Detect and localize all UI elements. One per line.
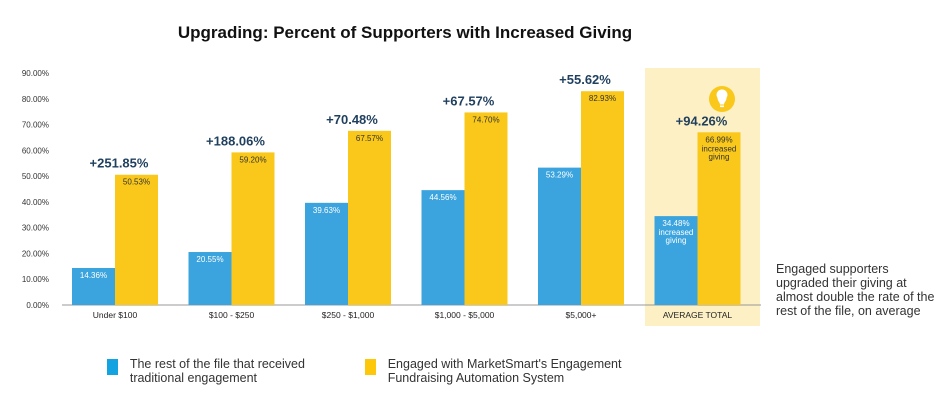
legend-swatch-yellow — [365, 359, 376, 375]
data-label-engaged: 74.70% — [472, 115, 499, 124]
bar-engaged — [231, 152, 275, 305]
increase-label: +188.06% — [206, 133, 265, 148]
x-tick-label: $100 - $250 — [209, 310, 255, 320]
y-tick-label: 20.00% — [22, 249, 49, 258]
bar-engaged — [581, 91, 624, 306]
data-label-traditional: 20.55% — [196, 255, 223, 264]
bar-engaged — [115, 174, 158, 305]
x-tick-label: $1,000 - $5,000 — [435, 310, 495, 320]
y-tick-label: 80.00% — [22, 95, 49, 104]
x-tick-label: $5,000+ — [566, 310, 597, 320]
lightbulb-icon — [709, 86, 735, 112]
data-label-traditional: 14.36% — [80, 271, 107, 280]
y-tick-label: 30.00% — [22, 224, 49, 233]
legend-item-engaged: Engaged with MarketSmart's Engagement Fu… — [365, 357, 665, 385]
chart-title: Upgrading: Percent of Supporters with In… — [178, 23, 632, 42]
legend-swatch-blue — [107, 359, 118, 375]
x-tick-label: AVERAGE TOTAL — [663, 310, 733, 320]
bar-engaged — [697, 132, 741, 305]
data-label-traditional-suffix: increased — [659, 228, 694, 237]
legend-label: The rest of the file that received tradi… — [129, 357, 305, 385]
increase-label: +67.57% — [443, 93, 495, 108]
data-label-engaged: 82.93% — [589, 94, 616, 103]
bar-traditional — [421, 190, 465, 305]
data-label-traditional: 39.63% — [313, 206, 340, 215]
data-label-engaged: 59.20% — [239, 155, 266, 164]
y-tick-label: 10.00% — [22, 275, 49, 284]
legend-item-traditional: The rest of the file that received tradi… — [107, 357, 337, 385]
increase-label: +251.85% — [90, 156, 149, 171]
data-label-engaged: 67.57% — [356, 134, 383, 143]
y-tick-label: 50.00% — [22, 172, 49, 181]
y-tick-label: 40.00% — [22, 198, 49, 207]
data-label-traditional-suffix: giving — [666, 236, 687, 245]
data-label-traditional: 53.29% — [546, 171, 573, 180]
bar-traditional — [538, 167, 581, 305]
bar-engaged — [348, 130, 391, 305]
annotation-text: Engaged supporters upgraded their giving… — [776, 262, 935, 318]
bars: 14.36% 50.53% +251.85% 20.55% 59.20% +188.06%… — [72, 72, 741, 306]
x-axis: Under $100 $100 - $250 $250 - $1,000 $1,000… — [93, 310, 733, 320]
bar-traditional — [654, 216, 698, 305]
y-tick-label: 60.00% — [22, 146, 49, 155]
bar-engaged — [464, 112, 508, 305]
increase-label: +94.26% — [676, 113, 728, 128]
increase-label: +70.48% — [326, 112, 378, 127]
data-label-engaged: 66.99% — [705, 135, 732, 144]
x-tick-label: $250 - $1,000 — [322, 310, 375, 320]
data-label-traditional: 44.56% — [429, 193, 456, 202]
data-label-engaged-suffix: increased — [702, 144, 737, 153]
y-tick-label: 0.00% — [26, 301, 49, 310]
bar-traditional — [305, 202, 348, 305]
y-axis: 0.00% 10.00% 20.00% 30.00% 40.00% 50.00% 60.00… — [22, 69, 761, 310]
data-label-engaged-suffix: giving — [709, 152, 730, 161]
increase-label: +55.62% — [559, 72, 611, 87]
y-tick-label: 70.00% — [22, 121, 49, 130]
data-label-traditional: 34.48% — [662, 219, 689, 228]
data-label-engaged: 50.53% — [123, 178, 150, 187]
x-tick-label: Under $100 — [93, 310, 138, 320]
legend-label: Engaged with MarketSmart's Engagement Fu… — [387, 357, 622, 385]
bar-traditional — [188, 252, 232, 305]
y-tick-label: 90.00% — [22, 69, 49, 78]
bar-traditional — [72, 267, 115, 305]
